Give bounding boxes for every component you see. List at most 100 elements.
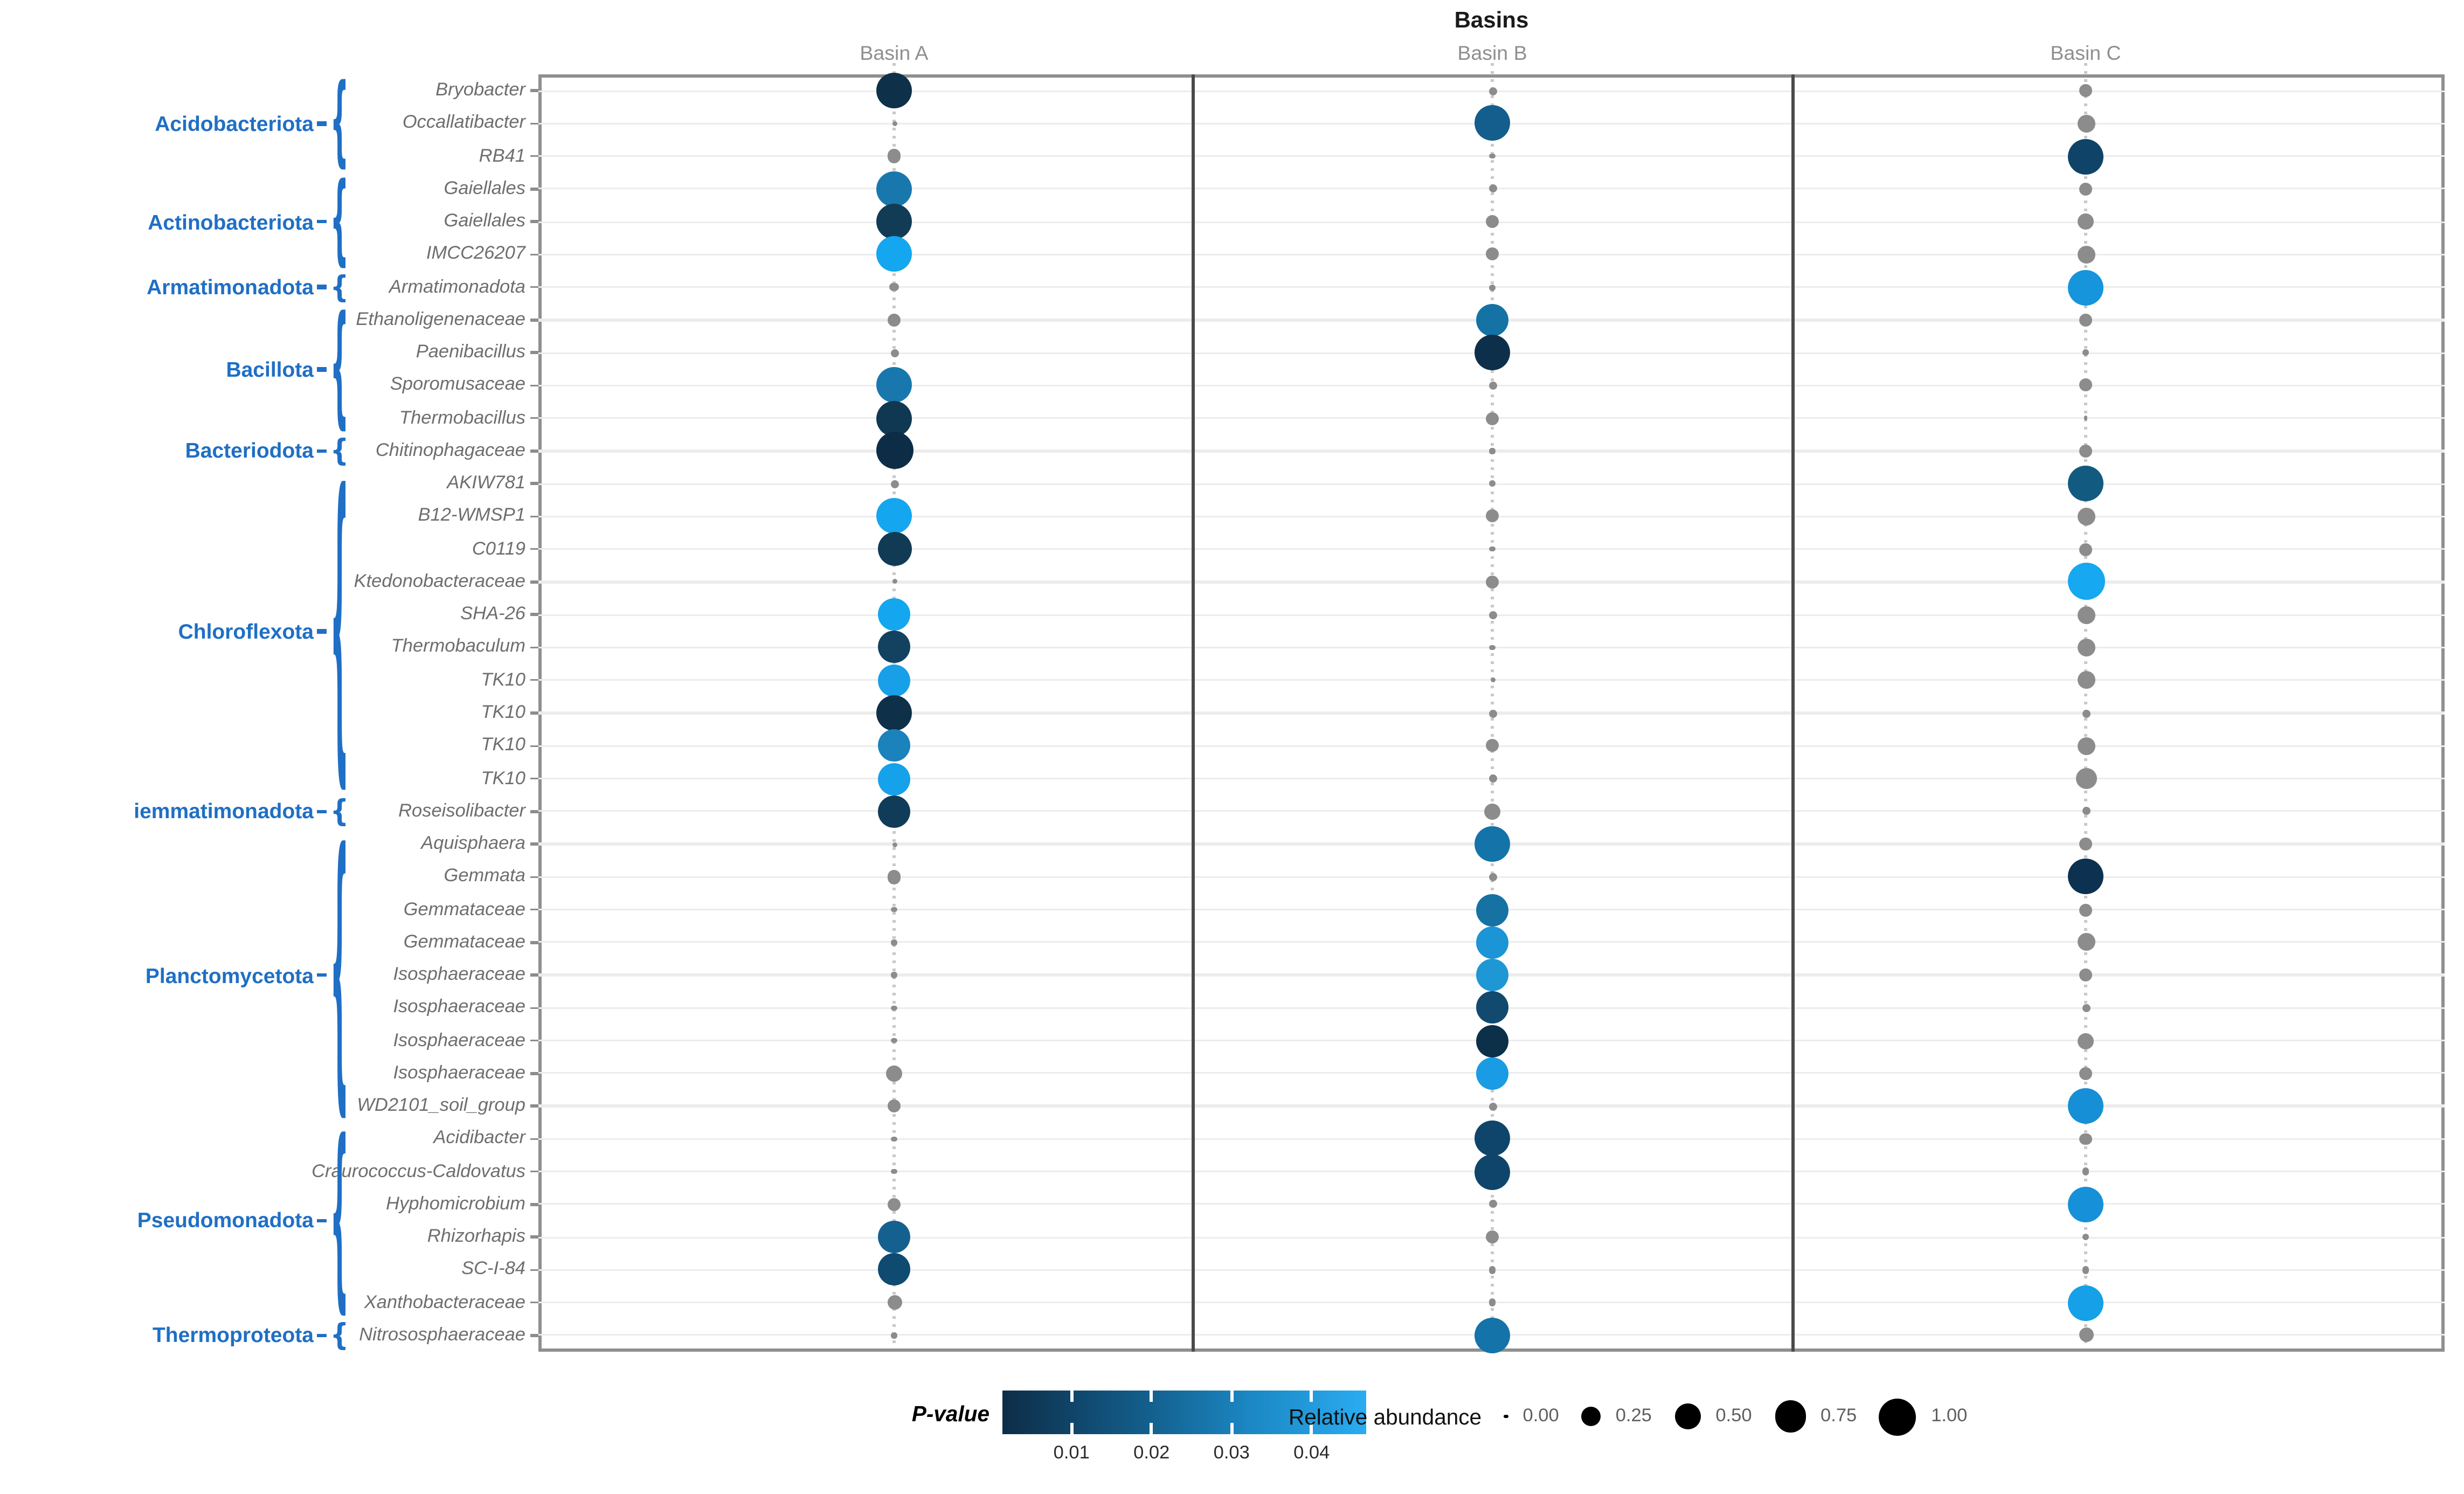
y-axis-tick bbox=[529, 417, 538, 420]
phylum-brace-icon: { bbox=[327, 271, 352, 304]
phylum-tick bbox=[317, 121, 326, 126]
taxa-label: RB41 bbox=[479, 146, 525, 166]
taxa-label: Thermobacillus bbox=[399, 409, 525, 428]
data-bubble bbox=[877, 532, 911, 566]
abundance-size-dot-icon bbox=[1581, 1407, 1601, 1426]
column-guide-dotted-line bbox=[2084, 63, 2087, 1348]
curly-brace-icon: { bbox=[330, 286, 349, 444]
y-axis-tick bbox=[529, 319, 538, 322]
panel-header-basin-a: Basin A bbox=[860, 42, 929, 65]
data-bubble bbox=[1489, 1299, 1496, 1306]
phylum-tick bbox=[317, 367, 326, 371]
data-bubble bbox=[2082, 1233, 2089, 1241]
y-axis-tick bbox=[529, 744, 538, 747]
taxa-label: Hyphomicrobium bbox=[386, 1194, 525, 1214]
taxa-label: Isosphaeraceae bbox=[393, 1063, 525, 1083]
data-bubble bbox=[1484, 803, 1500, 820]
phylum-label: Bacillota bbox=[226, 357, 314, 382]
y-axis-tick bbox=[529, 777, 538, 780]
colorbar-tick bbox=[1310, 1423, 1313, 1434]
data-bubble bbox=[878, 795, 910, 828]
abundance-legend-item: 0.75 bbox=[1774, 1400, 1857, 1433]
data-bubble bbox=[2079, 903, 2092, 916]
data-bubble bbox=[1489, 153, 1496, 160]
phylum-label: Planctomycetota bbox=[145, 963, 314, 987]
taxa-label: B12-WMSP1 bbox=[418, 507, 525, 527]
data-bubble bbox=[2079, 84, 2093, 98]
data-bubble bbox=[2079, 1132, 2092, 1145]
data-bubble bbox=[891, 1168, 897, 1174]
phylum-label: Actinobacteriota bbox=[148, 209, 314, 234]
abundance-legend-item: 1.00 bbox=[1879, 1398, 1967, 1435]
y-axis-tick bbox=[529, 810, 538, 813]
y-axis-tick bbox=[529, 842, 538, 846]
y-axis-tick bbox=[529, 1072, 538, 1075]
phylum-tick bbox=[317, 449, 326, 453]
abundance-tick-label: 0.25 bbox=[1615, 1407, 1652, 1426]
data-bubble bbox=[1488, 381, 1497, 390]
y-axis-tick bbox=[529, 1268, 538, 1271]
taxa-label: SC-I-84 bbox=[461, 1260, 525, 1280]
taxa-label: Isosphaeraceae bbox=[393, 998, 525, 1018]
data-bubble bbox=[1489, 283, 1496, 290]
pvalue-colorbar-labels: 0.01 0.02 0.03 0.04 bbox=[1002, 1444, 1366, 1467]
y-axis-tick bbox=[529, 548, 538, 551]
phylum-label: Bacteriodota bbox=[185, 439, 314, 464]
data-bubble bbox=[1486, 1230, 1499, 1244]
data-bubble bbox=[1486, 412, 1499, 425]
data-bubble bbox=[1488, 185, 1497, 193]
data-bubble bbox=[1476, 991, 1508, 1024]
curly-brace-icon: { bbox=[330, 62, 349, 179]
phylum-label: iemmatimonadota bbox=[134, 799, 314, 824]
data-bubble bbox=[1489, 645, 1496, 651]
data-bubble bbox=[890, 349, 898, 357]
data-bubble bbox=[2082, 349, 2089, 357]
taxa-label: C0119 bbox=[472, 540, 525, 559]
phylum-tick bbox=[317, 219, 326, 224]
abundance-legend-item: 0.50 bbox=[1674, 1403, 1752, 1430]
taxa-label: Ktedonobacteraceae bbox=[354, 572, 525, 592]
y-axis-tick bbox=[529, 941, 538, 944]
data-bubble bbox=[2068, 466, 2103, 502]
taxa-label: AKIW781 bbox=[447, 474, 525, 494]
data-bubble bbox=[1475, 1120, 1510, 1157]
data-bubble bbox=[2079, 313, 2092, 327]
taxa-label: SHA-26 bbox=[460, 605, 525, 625]
pvalue-colorbar bbox=[1002, 1391, 1366, 1434]
data-bubble bbox=[1475, 335, 1510, 371]
taxa-label: Gaiellales bbox=[444, 212, 526, 232]
data-bubble bbox=[2079, 444, 2092, 458]
taxa-label: Ethanoligenenaceae bbox=[356, 310, 525, 330]
y-axis-tick bbox=[529, 1006, 538, 1009]
pvalue-tick-label: 0.01 bbox=[1053, 1444, 1090, 1463]
colorbar-tick bbox=[1230, 1423, 1233, 1434]
curly-brace-icon: { bbox=[330, 432, 349, 468]
data-bubble bbox=[891, 972, 897, 978]
data-bubble bbox=[876, 171, 912, 207]
data-bubble bbox=[2079, 543, 2092, 556]
phylum-tick bbox=[317, 973, 326, 977]
data-bubble bbox=[878, 762, 910, 795]
phylum-brace-icon: { bbox=[327, 453, 352, 795]
data-bubble bbox=[1489, 448, 1496, 454]
data-bubble bbox=[2068, 138, 2103, 174]
taxa-label: TK10 bbox=[481, 736, 526, 756]
curly-brace-icon: { bbox=[330, 268, 349, 305]
taxa-label: Craurococcus-Caldovatus bbox=[312, 1161, 525, 1181]
phylum-label: Chloroflexota bbox=[178, 619, 314, 644]
abundance-tick-label: 0.75 bbox=[1821, 1407, 1857, 1426]
colorbar-tick bbox=[1070, 1423, 1073, 1434]
data-bubble bbox=[2068, 859, 2103, 895]
page-title: Basins bbox=[1454, 6, 1529, 32]
taxa-label: IMCC26207 bbox=[426, 245, 525, 265]
panel-header-basin-b: Basin B bbox=[1457, 42, 1527, 65]
data-bubble bbox=[891, 121, 897, 126]
abundance-legend: Relative abundance 0.00 0.25 0.50 0.75 1.00 bbox=[1289, 1384, 1967, 1449]
data-bubble bbox=[2077, 671, 2095, 689]
data-bubble bbox=[2077, 638, 2095, 656]
data-bubble bbox=[1486, 510, 1499, 523]
data-bubble bbox=[1476, 926, 1508, 959]
taxa-label: Acidibacter bbox=[433, 1129, 525, 1149]
data-bubble bbox=[2068, 1186, 2103, 1222]
